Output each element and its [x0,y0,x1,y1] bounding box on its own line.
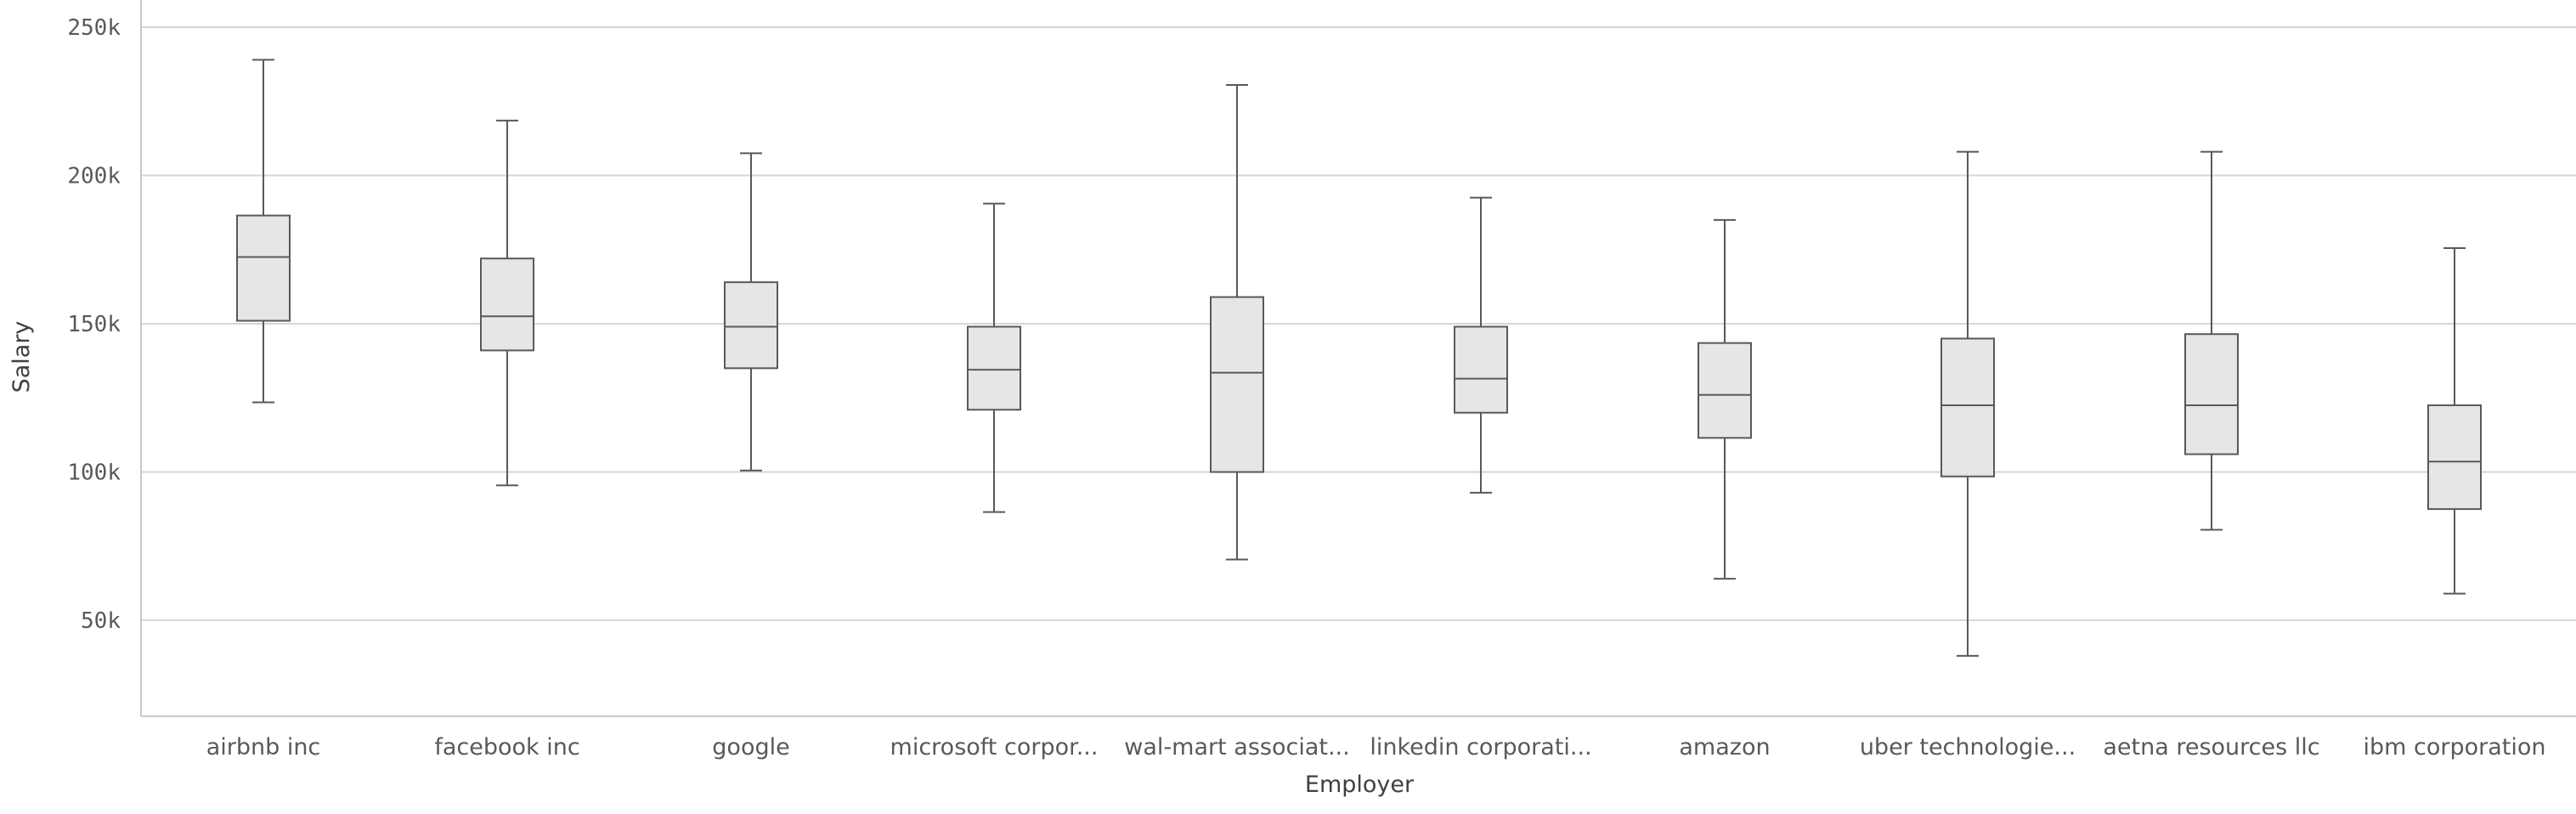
iqr-box [724,281,778,370]
y-tick-label: 100k [67,461,121,486]
x-axis-title: Employer [1305,772,1415,798]
x-category-labels: airbnb inc facebook inc google microsoft co… [206,734,2546,760]
y-tick-label: 200k [67,164,121,189]
axes [140,0,2576,717]
x-category-label: aetna resources llc [2103,734,2319,760]
x-category-label: linkedin corporati... [1370,734,1591,760]
y-tick-labels: 50k 100k 150k 200k 250k [67,15,121,634]
y-axis-title: Salary [8,321,35,393]
x-category-label: amazon [1679,734,1770,760]
iqr-box [1940,337,1995,478]
box-9[interactable] [2184,150,2239,531]
x-category-label: wal-mart associat... [1124,734,1349,760]
iqr-box [967,325,1021,411]
x-category-label: ibm corporation [2363,734,2545,760]
iqr-box [2427,404,2482,511]
iqr-box [1698,342,1752,439]
iqr-box [480,257,534,352]
boxes [236,59,2482,657]
box-3[interactable] [724,152,778,472]
y-tick-label: 50k [81,608,121,634]
y-tick-label: 150k [67,312,121,337]
x-category-label: facebook inc [434,734,579,760]
box-2[interactable] [480,119,534,487]
iqr-box [1210,296,1264,473]
gridlines [141,26,2576,621]
x-category-label: airbnb inc [206,734,321,760]
x-category-label: google [712,734,789,760]
iqr-box [1454,325,1508,414]
box-10[interactable] [2427,247,2482,595]
x-category-label: uber technologie... [1860,734,2076,760]
y-tick-label: 250k [67,15,121,41]
box-8[interactable] [1940,150,1995,657]
box-6[interactable] [1454,196,1508,494]
box-1[interactable] [236,59,291,404]
box-7[interactable] [1698,218,1752,580]
box-4[interactable] [967,202,1021,513]
x-category-label: microsoft corpor... [890,734,1099,760]
iqr-box [236,214,291,322]
box-5[interactable] [1210,84,1264,561]
iqr-box [2184,333,2239,455]
